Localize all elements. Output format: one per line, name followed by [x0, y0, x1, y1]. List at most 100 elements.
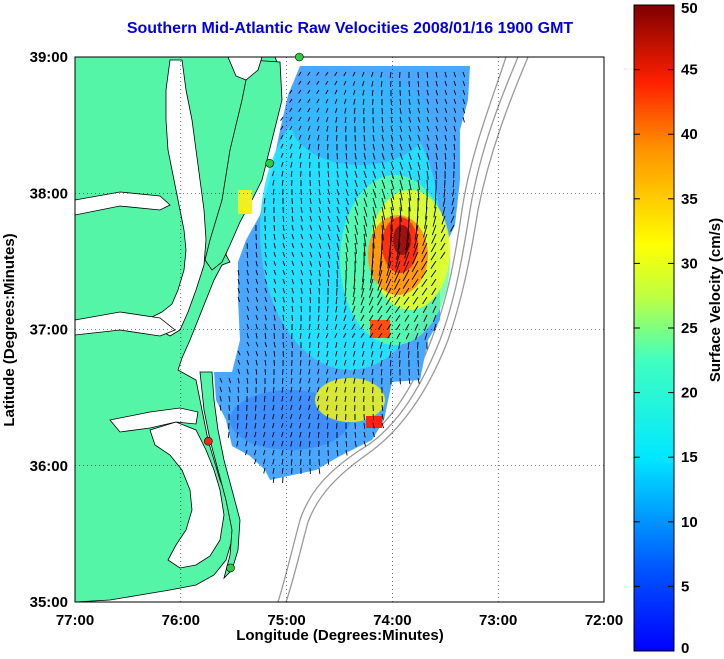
velocity-field	[214, 66, 470, 483]
velocity-vector	[372, 125, 375, 133]
velocity-vector	[404, 314, 410, 322]
velocity-vector	[316, 107, 320, 113]
velocity-vector	[417, 89, 420, 96]
velocity-vector	[412, 287, 419, 297]
velocity-vector	[415, 332, 419, 340]
velocity-vector	[354, 233, 358, 245]
velocity-vector	[327, 170, 330, 178]
velocity-vector	[299, 161, 302, 168]
velocity-vector	[372, 161, 376, 169]
velocity-vector	[363, 134, 366, 142]
velocity-vector	[290, 431, 293, 438]
velocity-vector	[435, 161, 438, 170]
velocity-vector	[317, 341, 320, 349]
velocity-vector	[299, 413, 302, 420]
velocity-vector	[246, 377, 249, 384]
velocity-vector	[299, 395, 302, 402]
yellow-patch	[238, 190, 252, 214]
velocity-vector	[309, 233, 313, 240]
velocity-vector	[281, 458, 284, 465]
velocity-vector	[398, 341, 401, 350]
velocity-vector	[335, 386, 338, 393]
velocity-vector	[255, 350, 259, 357]
velocity-vector	[282, 287, 286, 294]
velocity-vector	[335, 359, 338, 366]
y-tick-label: 37:00	[30, 322, 68, 339]
velocity-vector	[425, 206, 428, 220]
velocity-vector	[387, 332, 392, 339]
velocity-vector	[326, 422, 329, 429]
velocity-vector	[254, 440, 257, 447]
velocity-vector	[371, 359, 374, 367]
velocity-vector	[435, 188, 437, 199]
velocity-vector	[354, 152, 357, 160]
delmarva-peninsula	[204, 59, 283, 271]
velocity-vector	[336, 233, 340, 242]
velocity-vector	[318, 179, 321, 187]
velocity-vector	[345, 233, 349, 243]
velocity-vector	[389, 359, 392, 367]
velocity-vector	[273, 323, 276, 330]
velocity-vector	[368, 287, 374, 298]
velocity-vector	[309, 188, 312, 196]
velocity-vector	[363, 143, 366, 151]
velocity-vector	[421, 278, 428, 287]
velocity-vector	[453, 107, 457, 114]
velocity-vector	[435, 152, 438, 160]
velocity-vector	[317, 386, 320, 393]
velocity-vector	[345, 152, 348, 160]
velocity-vector	[404, 305, 410, 314]
velocity-vector	[308, 377, 311, 384]
velocity-vector	[273, 233, 276, 240]
velocity-vector	[326, 305, 329, 313]
velocity-vector	[363, 152, 367, 160]
velocity-vector	[271, 170, 275, 177]
velocity-vector	[433, 206, 437, 218]
velocity-vector	[380, 368, 383, 376]
velocity-vector	[307, 125, 311, 131]
velocity-vector	[353, 386, 356, 393]
x-tick-label: 77:00	[56, 612, 94, 629]
velocity-vector	[245, 449, 248, 456]
velocity-vector	[353, 269, 356, 281]
velocity-vector	[264, 350, 267, 357]
velocity-vector	[378, 332, 383, 339]
colorbar-tick-label: 10	[681, 514, 698, 531]
velocity-vector	[386, 314, 392, 322]
velocity-vector	[272, 188, 275, 195]
velocity-vector	[450, 215, 455, 223]
velocity-vector	[386, 260, 392, 276]
velocity-vector	[254, 449, 257, 456]
velocity-vector	[289, 134, 293, 140]
x-tick-label: 74:00	[373, 612, 411, 629]
velocity-vector	[363, 188, 368, 198]
velocity-vector	[352, 359, 356, 366]
velocity-vector	[413, 305, 419, 314]
velocity-vector	[430, 242, 437, 253]
velocity-vector	[308, 422, 311, 429]
velocity-vector	[411, 260, 419, 273]
velocity-vector	[298, 107, 302, 112]
velocity-vector	[308, 332, 311, 339]
velocity-vector	[352, 305, 356, 314]
velocity-vector	[290, 377, 293, 384]
velocity-vector	[399, 125, 403, 132]
velocity-vector	[372, 152, 376, 160]
velocity-vector	[385, 296, 392, 306]
velocity-vector	[344, 395, 347, 402]
velocity-vector	[408, 143, 412, 151]
velocity-vector	[317, 395, 320, 402]
velocity-vector	[381, 215, 385, 231]
velocity-vector	[417, 107, 421, 114]
velocity-vector	[453, 152, 456, 160]
velocity-vector	[316, 116, 320, 122]
velocity-vector	[426, 80, 429, 87]
velocity-vector	[345, 449, 348, 456]
velocity-vector	[390, 107, 393, 115]
velocity-vector	[372, 413, 375, 420]
velocity-vector	[237, 278, 240, 285]
velocity-vector	[362, 377, 365, 384]
velocity-vector	[327, 260, 330, 268]
velocity-vector	[237, 368, 241, 375]
velocity-vector	[345, 440, 348, 447]
